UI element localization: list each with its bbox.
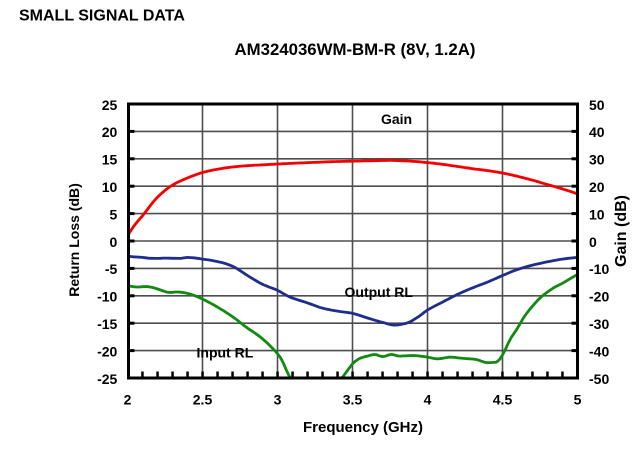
svg-text:20: 20 [589,179,605,195]
svg-text:Gain: Gain [381,111,412,127]
svg-text:2: 2 [124,392,132,408]
svg-text:5: 5 [110,206,118,222]
svg-text:-10: -10 [97,289,117,305]
svg-text:15: 15 [102,152,118,168]
svg-text:0: 0 [589,234,597,250]
svg-text:2.5: 2.5 [193,392,213,408]
svg-text:4: 4 [424,392,432,408]
svg-text:5: 5 [574,392,582,408]
svg-text:0: 0 [110,234,118,250]
svg-text:Return Loss (dB): Return Loss (dB) [66,183,82,297]
svg-text:-10: -10 [589,261,609,277]
svg-text:-20: -20 [97,343,117,359]
svg-text:20: 20 [102,124,118,140]
svg-text:-25: -25 [97,371,117,387]
svg-text:AM324036WM-BM-R (8V, 1.2A): AM324036WM-BM-R (8V, 1.2A) [235,40,476,59]
svg-text:-15: -15 [97,316,117,332]
svg-text:Gain (dB): Gain (dB) [613,195,630,267]
svg-text:10: 10 [102,179,118,195]
svg-text:-40: -40 [589,343,609,359]
svg-text:3.5: 3.5 [343,392,363,408]
svg-text:-30: -30 [589,316,609,332]
svg-text:Output RL: Output RL [345,284,414,300]
svg-text:50: 50 [589,97,605,113]
svg-text:30: 30 [589,152,605,168]
svg-text:10: 10 [589,206,605,222]
svg-text:-5: -5 [105,261,118,277]
svg-text:3: 3 [274,392,282,408]
svg-text:Input RL: Input RL [197,345,254,361]
svg-text:25: 25 [102,97,118,113]
svg-text:Frequency (GHz): Frequency (GHz) [303,419,423,436]
svg-text:40: 40 [589,124,605,140]
svg-text:4.5: 4.5 [493,392,513,408]
svg-text:-50: -50 [589,371,609,387]
svg-text:-20: -20 [589,289,609,305]
svg-text:SMALL SIGNAL DATA: SMALL SIGNAL DATA [19,8,185,25]
